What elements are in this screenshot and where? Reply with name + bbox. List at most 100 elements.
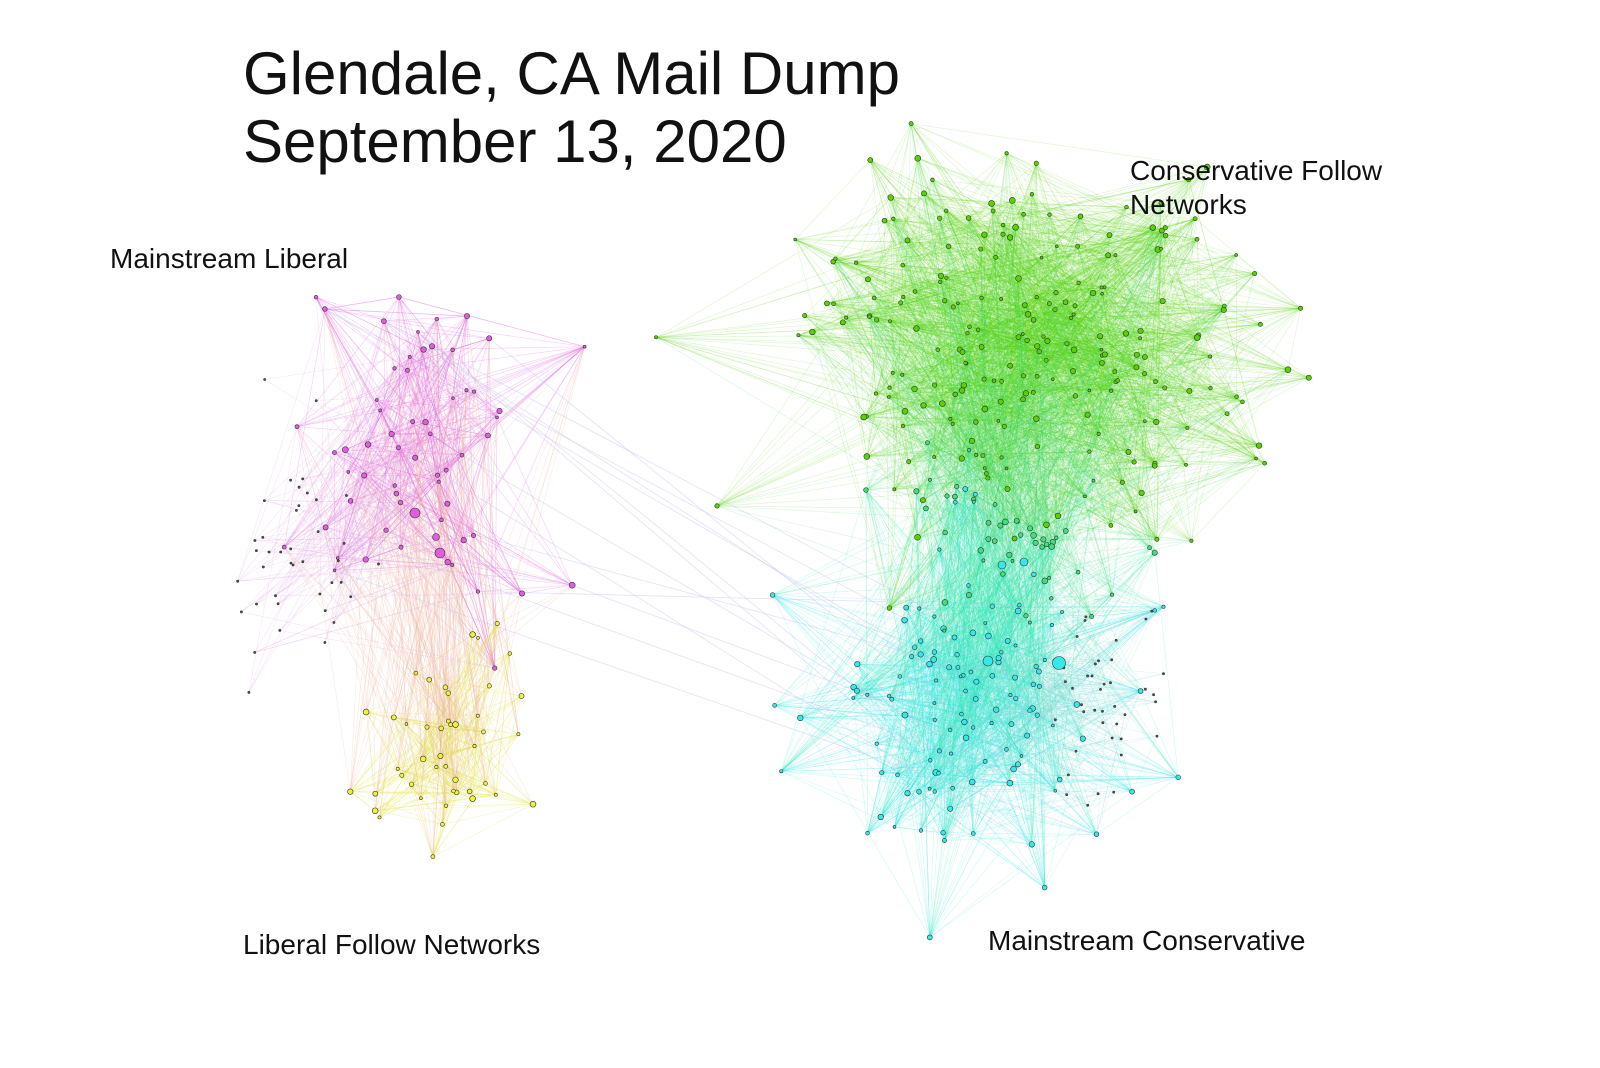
graph-edge — [1080, 216, 1105, 288]
graph-edge — [866, 336, 1044, 417]
graph-edge — [1057, 367, 1137, 517]
graph-edge — [1191, 388, 1211, 541]
graph-edge — [969, 326, 1105, 355]
graph-edge — [953, 193, 1033, 308]
graph-edge — [1073, 287, 1102, 315]
graph-edge — [1004, 330, 1141, 427]
graph-edge — [1210, 387, 1257, 459]
graph-edge — [869, 160, 935, 386]
graph-edge — [1073, 349, 1103, 364]
graph-edge — [946, 277, 1309, 379]
graph-edge — [1125, 254, 1237, 334]
graph-edge — [992, 210, 1142, 494]
graph-edge — [1141, 387, 1211, 494]
graph-edge — [942, 403, 1260, 446]
graph-edge — [804, 315, 1002, 382]
graph-edge — [1140, 239, 1198, 332]
graph-edge — [1196, 239, 1211, 389]
graph-edge — [998, 387, 1165, 422]
graph-edge — [900, 302, 935, 458]
graph-edge — [933, 349, 939, 458]
graph-edge — [1015, 227, 1024, 400]
graph-edge — [812, 240, 908, 333]
graph-edge — [902, 248, 982, 427]
graph-edge — [1107, 166, 1208, 256]
graph-edge — [902, 264, 1105, 288]
graph-edge — [984, 302, 1066, 469]
graph-edge — [914, 215, 1081, 390]
graph-edge — [914, 291, 1048, 342]
graph-edge — [1074, 166, 1208, 307]
graph-edge — [966, 363, 1086, 497]
graph-edge — [975, 421, 987, 474]
graph-edge — [1043, 336, 1156, 383]
graph-edge — [952, 392, 1034, 425]
graph-edge — [1078, 282, 1112, 391]
graph-edge — [939, 217, 1187, 466]
graph-edge — [889, 320, 1112, 392]
graph-edge — [934, 456, 1265, 464]
graph-edge — [1066, 343, 1123, 483]
graph-edge — [1026, 202, 1162, 341]
graph-edge — [889, 387, 918, 538]
graph-edge — [1111, 377, 1309, 392]
graph-edge — [1189, 254, 1237, 392]
graph-edge — [892, 372, 1135, 463]
graph-edge — [923, 405, 985, 469]
graph-edge — [975, 278, 1019, 423]
graph-edge — [1023, 213, 1289, 371]
graph-edge — [875, 254, 1109, 394]
graph-edge — [1052, 378, 1099, 435]
graph-edge — [812, 331, 867, 417]
graph-edge — [946, 210, 1243, 403]
graph-edge — [875, 291, 916, 394]
graph-edge — [914, 291, 1129, 453]
graph-edge — [916, 328, 1038, 347]
graph-edge — [1073, 230, 1163, 315]
graph-edge — [959, 297, 982, 350]
graph-edge — [1057, 305, 1076, 517]
graph-edge — [981, 346, 1289, 371]
graph-edge — [1115, 254, 1224, 311]
graph-edge — [855, 123, 912, 263]
graph-edge — [889, 349, 1102, 389]
graph-edge — [903, 296, 1001, 402]
graph-edge — [1054, 309, 1068, 344]
graph-edge — [884, 213, 1024, 221]
graph-edge — [1077, 202, 1161, 247]
graph-edge — [902, 264, 986, 410]
graph-edge — [1023, 214, 1211, 389]
graph-edge — [1002, 234, 1059, 517]
graph-edge — [1002, 224, 1141, 332]
graph-edge — [890, 197, 1037, 419]
graph-edge — [1077, 245, 1228, 414]
graph-edge — [889, 462, 1265, 609]
graph-edge — [1002, 224, 1145, 374]
graph-edge — [835, 258, 1265, 464]
graph-edge — [855, 262, 875, 299]
graph-edge — [888, 179, 933, 398]
graph-edge — [855, 262, 1015, 539]
graph-edge — [923, 246, 1058, 406]
graph-edge — [939, 217, 1243, 403]
graph-edge — [968, 163, 1037, 219]
graph-edge — [855, 262, 915, 390]
graph-edge — [946, 277, 1190, 392]
graph-edge — [890, 197, 895, 490]
graph-edge — [888, 396, 1192, 542]
graph-edge — [998, 227, 1016, 421]
graph-edge — [946, 277, 1037, 298]
graph-edge — [948, 246, 1011, 366]
graph-edge — [826, 227, 1153, 304]
graph-edge — [1023, 375, 1123, 483]
graph-edge — [965, 354, 1105, 364]
graph-edge — [889, 446, 1038, 609]
graph-edge — [967, 301, 1066, 334]
graph-edge — [804, 315, 1112, 526]
graph-edge — [874, 297, 1190, 392]
graph-edge — [1224, 305, 1301, 309]
graph-edge — [1110, 390, 1156, 467]
graph-edge — [1087, 293, 1094, 415]
graph-edge — [991, 203, 1048, 342]
graph-edge — [942, 396, 1237, 404]
